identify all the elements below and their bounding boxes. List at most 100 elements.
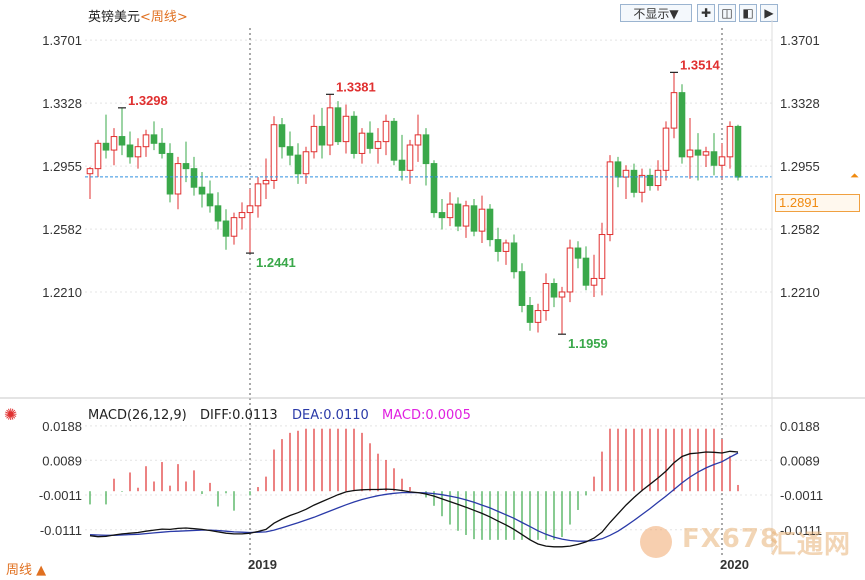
dea-value-label: DEA:0.0110 — [292, 408, 369, 423]
candle-body — [238, 212, 246, 219]
candle-body — [518, 271, 526, 306]
candle-body — [382, 120, 390, 143]
macd-params-label: MACD(26,12,9) — [88, 408, 187, 423]
period-tab[interactable]: 周线 ▲ — [6, 562, 47, 578]
extreme-price-label: 1.3381 — [336, 79, 376, 94]
candle-body — [710, 151, 718, 166]
candle-body — [246, 205, 254, 214]
price-tick-left: 1.2582 — [42, 222, 82, 237]
candle-body — [134, 146, 142, 158]
candle-body — [190, 168, 198, 188]
candle-body — [654, 169, 662, 187]
candle-body — [478, 208, 486, 232]
candle-body — [622, 169, 630, 178]
candle-body — [142, 134, 150, 148]
candle-body — [182, 163, 190, 170]
candle-body — [350, 115, 358, 154]
candle-body — [662, 127, 670, 171]
candle-body — [278, 124, 286, 148]
candle-body — [158, 142, 166, 154]
extreme-price-label: 1.1959 — [568, 336, 608, 351]
watermark-brand: FX678 — [682, 524, 780, 554]
indicator-hide-select[interactable]: 不显示▼ — [620, 4, 692, 22]
current-price-marker-icon: ⏶ — [850, 170, 859, 182]
candle-body — [310, 125, 318, 153]
candle-body — [694, 149, 702, 156]
settings-icon[interactable]: ✺ — [4, 407, 18, 424]
macd-tick-left: 0.0188 — [42, 419, 82, 434]
candle-body — [342, 115, 350, 143]
candle-body — [326, 107, 334, 146]
candle-body — [670, 92, 678, 129]
candle-body — [470, 205, 478, 232]
candle-body — [150, 134, 158, 144]
candle-body — [262, 179, 270, 185]
candle-body — [102, 142, 110, 151]
candle-body — [294, 154, 302, 175]
candle-body — [86, 168, 94, 175]
candle-body — [302, 151, 310, 175]
chart-title: 英镑美元<周线> — [88, 6, 188, 25]
candle-body — [214, 205, 222, 222]
candle-body — [406, 144, 414, 171]
candle-body — [254, 183, 262, 207]
candle-body — [366, 132, 374, 149]
macd-tick-right: 0.0089 — [780, 453, 820, 468]
zoom-in-icon[interactable]: ◫ — [718, 4, 736, 22]
candle-body — [686, 149, 694, 158]
symbol-name: 英镑美元 — [88, 10, 141, 25]
candle-body — [718, 156, 726, 166]
candle-body — [270, 124, 278, 181]
candle-body — [390, 120, 398, 161]
diff-value-label: DIFF:0.0113 — [200, 408, 278, 423]
extreme-price-label: 1.3514 — [680, 57, 721, 72]
candle-body — [126, 144, 134, 158]
candle-body — [358, 132, 366, 154]
candle-body — [414, 134, 422, 146]
crosshair-icon[interactable]: ✚ — [697, 4, 715, 22]
macd-tick-right: -0.0111 — [780, 523, 822, 538]
candle-body — [398, 159, 406, 171]
current-price-label: 1.2891 — [775, 194, 860, 212]
candle-body — [702, 151, 710, 156]
candle-body — [174, 163, 182, 195]
watermark-logo-icon — [640, 526, 672, 558]
macd-tick-right: -0.0011 — [780, 488, 823, 503]
zoom-out-icon[interactable]: ◧ — [739, 4, 757, 22]
candle-body — [534, 310, 542, 323]
macd-tick-left: -0.0011 — [39, 488, 82, 503]
price-tick-left: 1.3328 — [42, 96, 82, 111]
price-tick-left: 1.3701 — [42, 33, 82, 48]
candle-body — [454, 203, 462, 227]
candle-body — [566, 247, 574, 293]
candle-body — [510, 242, 518, 273]
candle-body — [734, 125, 742, 178]
period-link[interactable]: <周线> — [140, 10, 188, 25]
candle-body — [526, 304, 534, 323]
price-tick-left: 1.2955 — [42, 159, 82, 174]
extreme-price-label: 1.2441 — [256, 255, 296, 270]
candle-body — [422, 134, 430, 165]
scroll-right-icon[interactable]: ▶ — [760, 4, 778, 22]
macd-tick-right: 0.0188 — [780, 419, 820, 434]
candle-body — [542, 283, 550, 312]
candle-body — [582, 257, 590, 286]
candle-body — [558, 291, 566, 298]
candle-body — [222, 220, 230, 237]
candle-body — [94, 142, 102, 170]
candle-body — [110, 136, 118, 151]
candle-body — [598, 234, 606, 279]
candle-body — [374, 141, 382, 149]
macd-tick-left: -0.0111 — [40, 523, 82, 538]
candle-body — [318, 125, 326, 146]
candle-body — [486, 208, 494, 241]
candle-body — [118, 136, 126, 146]
candle-body — [590, 277, 598, 286]
candle-body — [198, 186, 206, 195]
candle-body — [630, 169, 638, 193]
candle-body — [678, 92, 686, 158]
candle-body — [430, 163, 438, 214]
macd-tick-left: 0.0089 — [42, 453, 82, 468]
price-tick-right: 1.2582 — [780, 222, 820, 237]
